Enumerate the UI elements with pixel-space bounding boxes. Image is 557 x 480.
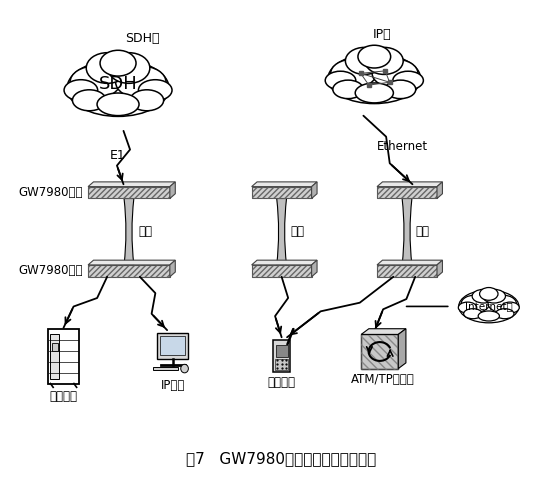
Polygon shape	[252, 182, 317, 187]
Polygon shape	[252, 265, 311, 277]
Ellipse shape	[488, 295, 516, 312]
Text: 光纤: 光纤	[139, 225, 153, 238]
Ellipse shape	[458, 290, 519, 323]
Ellipse shape	[385, 80, 416, 98]
Ellipse shape	[64, 80, 97, 101]
Polygon shape	[275, 359, 288, 371]
Ellipse shape	[458, 302, 477, 313]
Ellipse shape	[331, 59, 377, 87]
Ellipse shape	[97, 93, 139, 116]
Polygon shape	[311, 182, 317, 199]
Text: 市话业务: 市话业务	[50, 390, 77, 403]
Ellipse shape	[355, 83, 393, 103]
Polygon shape	[273, 340, 290, 372]
Polygon shape	[88, 265, 170, 277]
Polygon shape	[377, 260, 442, 265]
Polygon shape	[170, 182, 175, 199]
Ellipse shape	[180, 364, 188, 373]
Polygon shape	[52, 343, 58, 351]
Ellipse shape	[501, 302, 519, 313]
Polygon shape	[88, 187, 170, 199]
Text: SDH: SDH	[99, 75, 138, 94]
Polygon shape	[437, 182, 442, 199]
Polygon shape	[437, 260, 442, 277]
Text: GW7980设备: GW7980设备	[18, 186, 82, 199]
Polygon shape	[160, 336, 185, 355]
Ellipse shape	[345, 48, 384, 74]
Ellipse shape	[328, 54, 421, 104]
Ellipse shape	[480, 288, 498, 300]
Ellipse shape	[325, 71, 356, 90]
Polygon shape	[377, 187, 437, 199]
Ellipse shape	[483, 289, 505, 303]
Text: 图7   GW7980的主要应用方案示意图: 图7 GW7980的主要应用方案示意图	[187, 451, 377, 466]
Polygon shape	[377, 182, 442, 187]
Ellipse shape	[67, 60, 169, 117]
Polygon shape	[88, 182, 175, 187]
Ellipse shape	[365, 48, 403, 74]
Polygon shape	[157, 333, 188, 359]
Polygon shape	[276, 345, 287, 357]
Polygon shape	[361, 329, 406, 335]
Ellipse shape	[463, 309, 482, 319]
Polygon shape	[377, 265, 437, 277]
Text: E1: E1	[110, 149, 126, 162]
Text: 光纤: 光纤	[416, 225, 430, 238]
Text: IP业务: IP业务	[160, 379, 185, 392]
Polygon shape	[398, 329, 406, 369]
Ellipse shape	[139, 80, 172, 101]
Polygon shape	[48, 329, 79, 384]
Polygon shape	[252, 260, 317, 265]
Ellipse shape	[358, 45, 390, 68]
Ellipse shape	[70, 66, 120, 98]
Polygon shape	[252, 187, 311, 199]
Polygon shape	[88, 260, 175, 265]
Ellipse shape	[86, 53, 128, 84]
Polygon shape	[154, 367, 178, 371]
Ellipse shape	[393, 71, 423, 90]
Ellipse shape	[496, 309, 514, 319]
Polygon shape	[311, 260, 317, 277]
Ellipse shape	[472, 289, 495, 303]
Text: Ethernet: Ethernet	[377, 140, 428, 153]
Text: 光纤: 光纤	[290, 225, 304, 238]
PathPatch shape	[402, 199, 412, 265]
Text: ATM/TP交换机: ATM/TP交换机	[350, 373, 414, 386]
Ellipse shape	[130, 90, 164, 111]
Text: IP网: IP网	[373, 28, 392, 41]
Text: Internet网: Internet网	[465, 301, 512, 312]
Ellipse shape	[100, 50, 136, 76]
Ellipse shape	[116, 66, 166, 98]
Ellipse shape	[478, 311, 500, 321]
Ellipse shape	[108, 53, 150, 84]
Ellipse shape	[372, 59, 418, 87]
Text: SDH网: SDH网	[125, 33, 160, 46]
Polygon shape	[361, 335, 398, 369]
Ellipse shape	[72, 90, 106, 111]
Ellipse shape	[333, 80, 363, 98]
Polygon shape	[170, 260, 175, 277]
PathPatch shape	[277, 199, 286, 265]
PathPatch shape	[124, 199, 134, 265]
Text: 无线基站: 无线基站	[267, 376, 296, 389]
Text: GW7980设备: GW7980设备	[18, 264, 82, 277]
Ellipse shape	[461, 295, 490, 312]
Polygon shape	[50, 334, 58, 379]
